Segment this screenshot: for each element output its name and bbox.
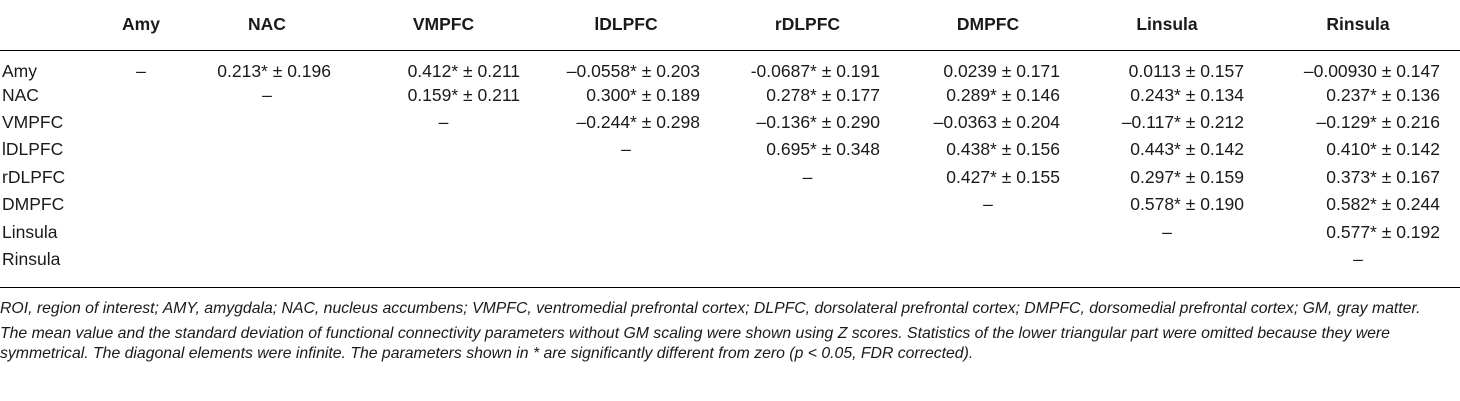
- empty-cell: [352, 218, 535, 245]
- value-cell: –0.00930 ± 0.147: [1303, 60, 1440, 81]
- column-header: [0, 0, 100, 51]
- value-cell: 0.412* ± 0.211: [407, 60, 520, 81]
- value-cell: 0.297* ± 0.159: [1130, 166, 1244, 187]
- table-row: lDLPFC – 0.695* ± 0.348 0.438* ± 0.156 0.443…: [0, 136, 1460, 163]
- empty-cell: [100, 218, 182, 245]
- value-cell: 0.243* ± 0.134: [1130, 84, 1244, 105]
- row-header: rDLPFC: [2, 166, 66, 187]
- empty-cell: [182, 109, 352, 136]
- empty-cell: [100, 246, 182, 273]
- table-row: rDLPFC – 0.427* ± 0.155 0.297* ± 0.159 0.373…: [0, 164, 1460, 191]
- value-cell: 0.438* ± 0.156: [946, 139, 1060, 160]
- value-cell: -0.0687* ± 0.191: [750, 60, 880, 81]
- table-bottom-rule: [0, 287, 1460, 288]
- header-row: Amy NAC VMPFC lDLPFC rDLPFC DMPFC Linsul…: [0, 0, 1460, 51]
- abbreviations-note: ROI, region of interest; AMY, amygdala; …: [0, 300, 1421, 317]
- value-cell: 0.213* ± 0.196: [217, 60, 331, 81]
- diagonal-cell: –: [621, 139, 631, 160]
- value-cell: –0.244* ± 0.298: [576, 112, 700, 133]
- table-row: Linsula – 0.577* ± 0.192: [0, 218, 1460, 245]
- diagonal-cell: –: [1162, 221, 1172, 242]
- empty-cell: [352, 164, 535, 191]
- empty-cell: [898, 218, 1078, 245]
- diagonal-cell: –: [438, 112, 449, 133]
- value-cell: –0.0363 ± 0.204: [933, 112, 1060, 133]
- value-cell: 0.237* ± 0.136: [1326, 84, 1440, 105]
- row-header: Amy: [2, 60, 37, 81]
- empty-cell: [100, 109, 182, 136]
- empty-cell: [352, 191, 535, 218]
- empty-cell: [182, 218, 352, 245]
- column-header: VMPFC: [352, 0, 535, 51]
- empty-cell: [100, 164, 182, 191]
- value-cell: 0.373* ± 0.167: [1326, 166, 1440, 187]
- table-row: VMPFC – –0.244* ± 0.298 –0.136* ± 0.290 –0.0…: [0, 109, 1460, 136]
- empty-cell: [717, 191, 898, 218]
- diagonal-cell: –: [802, 166, 813, 187]
- empty-cell: [100, 191, 182, 218]
- column-header: Amy: [100, 0, 182, 51]
- column-header: lDLPFC: [535, 0, 717, 51]
- empty-cell: [1078, 246, 1256, 273]
- column-header: rDLPFC: [717, 0, 898, 51]
- empty-cell: [182, 164, 352, 191]
- value-cell: 0.0239 ± 0.171: [943, 60, 1060, 81]
- value-cell: –0.129* ± 0.216: [1316, 112, 1440, 133]
- empty-cell: [535, 164, 717, 191]
- column-header: Linsula: [1078, 0, 1256, 51]
- connectivity-table: Amy NAC VMPFC lDLPFC rDLPFC DMPFC Linsul…: [0, 0, 1460, 273]
- value-cell: 0.427* ± 0.155: [946, 166, 1060, 187]
- value-cell: 0.410* ± 0.142: [1326, 139, 1440, 160]
- diagonal-cell: –: [262, 84, 272, 105]
- value-cell: 0.577* ± 0.192: [1326, 221, 1440, 242]
- table-row: NAC – 0.159* ± 0.211 0.300* ± 0.189 0.278* ±…: [0, 82, 1460, 109]
- empty-cell: [535, 246, 717, 273]
- empty-cell: [717, 218, 898, 245]
- table-footnotes: ROI, region of interest; AMY, amygdala; …: [0, 299, 1460, 365]
- empty-cell: [352, 136, 535, 163]
- row-header: VMPFC: [2, 112, 64, 133]
- empty-cell: [535, 218, 717, 245]
- value-cell: –0.117* ± 0.212: [1121, 112, 1244, 133]
- value-cell: 0.695* ± 0.348: [766, 139, 880, 160]
- value-cell: 0.159* ± 0.211: [407, 84, 520, 105]
- value-cell: –0.0558* ± 0.203: [566, 60, 700, 81]
- column-header: NAC: [182, 0, 352, 51]
- column-header: DMPFC: [898, 0, 1078, 51]
- value-cell: 0.0113 ± 0.157: [1128, 60, 1244, 81]
- row-header: lDLPFC: [2, 139, 64, 160]
- column-header: Rinsula: [1256, 0, 1460, 51]
- row-header: Rinsula: [2, 249, 61, 270]
- value-cell: 0.582* ± 0.244: [1326, 194, 1440, 215]
- row-header: DMPFC: [2, 194, 65, 215]
- table-body: Amy – 0.213* ± 0.196 0.412* ± 0.211 –0.0558*…: [0, 50, 1460, 273]
- row-header: Linsula: [2, 221, 58, 242]
- diagonal-cell: –: [1353, 249, 1363, 270]
- empty-cell: [352, 246, 535, 273]
- table-row: Amy – 0.213* ± 0.196 0.412* ± 0.211 –0.0558*…: [0, 50, 1460, 82]
- empty-cell: [100, 136, 182, 163]
- description-note: The mean value and the standard deviatio…: [0, 324, 1390, 363]
- empty-cell: [182, 191, 352, 218]
- row-header: NAC: [2, 84, 39, 105]
- value-cell: 0.289* ± 0.146: [946, 84, 1060, 105]
- empty-cell: [182, 246, 352, 273]
- value-cell: 0.578* ± 0.190: [1130, 194, 1244, 215]
- value-cell: 0.278* ± 0.177: [766, 84, 880, 105]
- diagonal-cell: –: [983, 194, 993, 215]
- value-cell: –0.136* ± 0.290: [756, 112, 880, 133]
- value-cell: 0.300* ± 0.189: [586, 84, 700, 105]
- empty-cell: [182, 136, 352, 163]
- diagonal-cell: –: [136, 60, 146, 81]
- empty-cell: [535, 191, 717, 218]
- value-cell: 0.443* ± 0.142: [1130, 139, 1244, 160]
- table-row: DMPFC – 0.578* ± 0.190 0.582* ± 0.244: [0, 191, 1460, 218]
- table-row: Rinsula –: [0, 246, 1460, 273]
- empty-cell: [717, 246, 898, 273]
- empty-cell: [100, 82, 182, 109]
- empty-cell: [898, 246, 1078, 273]
